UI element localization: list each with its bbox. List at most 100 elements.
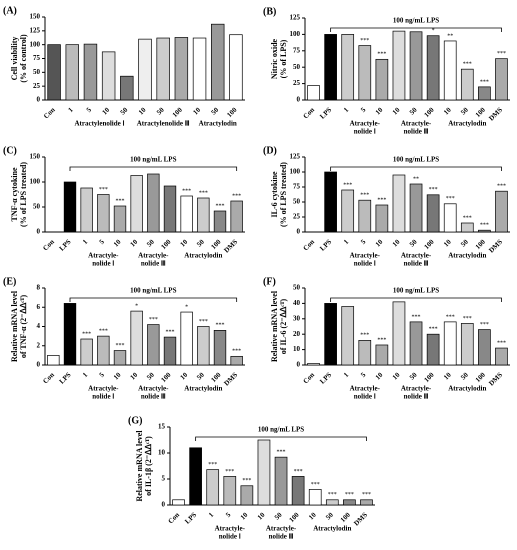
y-tick-label: 150 [30, 153, 41, 161]
y-tick-label: 25 [33, 82, 41, 90]
significance: *** [216, 203, 225, 209]
group-label: Atractylenolide Ⅲ [137, 120, 190, 128]
bracket-label: 100 ng/mL LPS [258, 426, 304, 434]
group-label: nolide Ⅲ [141, 260, 166, 268]
panel-label: (B) [263, 6, 276, 17]
y-axis-label: Relative mRNA level [135, 430, 144, 502]
significance: *** [232, 349, 241, 355]
group-label: nolide Ⅰ [92, 393, 114, 401]
bar [358, 45, 372, 101]
bracket [195, 436, 367, 441]
x-tick-label: 100 [339, 511, 352, 524]
significance: *** [377, 337, 386, 343]
y-tick-label: 125 [290, 153, 301, 161]
x-tick-label: LPS [318, 371, 333, 386]
x-tick-label: LPS [318, 106, 333, 121]
y-tick-label: 50 [33, 203, 41, 211]
x-tick-label: 50 [408, 371, 419, 382]
x-tick-label: 5 [224, 511, 232, 519]
bar [120, 75, 134, 101]
x-tick-label: 100 [423, 371, 436, 384]
significance: *** [480, 223, 489, 229]
significance: *** [360, 333, 369, 339]
bar [83, 43, 98, 101]
y-tick-label: 50 [293, 198, 301, 206]
group-label: nolide Ⅲ [404, 260, 429, 268]
bar [495, 347, 508, 366]
x-tick-label: Con [302, 106, 317, 121]
significance: *** [99, 187, 108, 193]
y-tick-label: 0 [37, 96, 41, 104]
group-label: Atractyle- [88, 252, 119, 260]
significance: *** [362, 492, 371, 498]
bar [324, 171, 337, 233]
x-tick-label: 10 [191, 106, 202, 117]
significance: *** [199, 319, 208, 325]
x-tick-label: Con [167, 511, 182, 526]
bar [229, 34, 243, 101]
panel-label: (A) [3, 5, 17, 16]
x-tick-label: 10 [112, 371, 123, 382]
bar [324, 34, 337, 101]
significance: *** [497, 51, 506, 57]
significance: *** [463, 316, 472, 322]
bar [341, 306, 355, 366]
group-label: nolide Ⅰ [354, 128, 376, 136]
significance: *** [232, 193, 241, 199]
significance: *** [294, 469, 303, 475]
bar [206, 469, 220, 506]
y-tick-label: 0 [297, 228, 301, 236]
group-label: nolide Ⅰ [92, 260, 114, 268]
panel-label: (E) [3, 276, 16, 287]
significance: *** [429, 327, 438, 333]
y-tick-label: 75 [33, 54, 41, 62]
group-label: Atractyle- [138, 385, 169, 393]
y-tick-label: 125 [30, 26, 41, 34]
significance: *** [463, 215, 472, 221]
y-axis-label: (% of LPS treated) [279, 162, 288, 227]
group-label: Atractylenolide Ⅰ [74, 120, 124, 128]
x-tick-label: 10 [179, 371, 190, 382]
bar [63, 181, 77, 233]
significance: *** [360, 193, 369, 199]
y-tick-label: 25 [293, 213, 301, 221]
y-tick-label: 0 [37, 361, 41, 369]
bar [426, 333, 440, 366]
y-tick-label: 50 [293, 63, 301, 71]
significance: *** [343, 182, 352, 188]
bar [147, 324, 160, 366]
x-tick-label: 10 [374, 106, 385, 117]
bar [97, 335, 110, 366]
bar [409, 321, 423, 366]
x-tick-label: 100 [209, 371, 222, 384]
bar [65, 44, 79, 101]
group-label: Atractylodin [199, 120, 237, 128]
x-tick-label: 100 [423, 238, 436, 251]
group-label: Atractylodin [448, 120, 486, 128]
bar [325, 499, 339, 506]
significance: *** [116, 343, 125, 349]
y-tick-label: 100 [30, 178, 41, 186]
significance: *** [328, 492, 337, 498]
significance: *** [225, 469, 234, 475]
bar [375, 344, 389, 366]
x-tick-label: 10 [239, 511, 250, 522]
x-tick-label: 10 [391, 106, 402, 117]
x-tick-label: 50 [273, 511, 284, 522]
x-tick-label: 10 [442, 371, 453, 382]
panel-label: (D) [263, 145, 277, 156]
significance: * [432, 28, 435, 34]
x-tick-label: 1 [67, 106, 75, 114]
x-tick-label: 10 [129, 371, 140, 382]
bar [478, 229, 491, 233]
bar [213, 330, 227, 366]
x-tick-label: Con [302, 238, 317, 253]
significance: *** [116, 198, 125, 204]
x-tick-label: 10 [391, 371, 402, 382]
x-tick-label: 100 [159, 238, 172, 251]
bar [47, 44, 61, 101]
x-tick-label: 1 [342, 238, 350, 246]
bar [341, 189, 355, 233]
bracket [330, 166, 502, 171]
